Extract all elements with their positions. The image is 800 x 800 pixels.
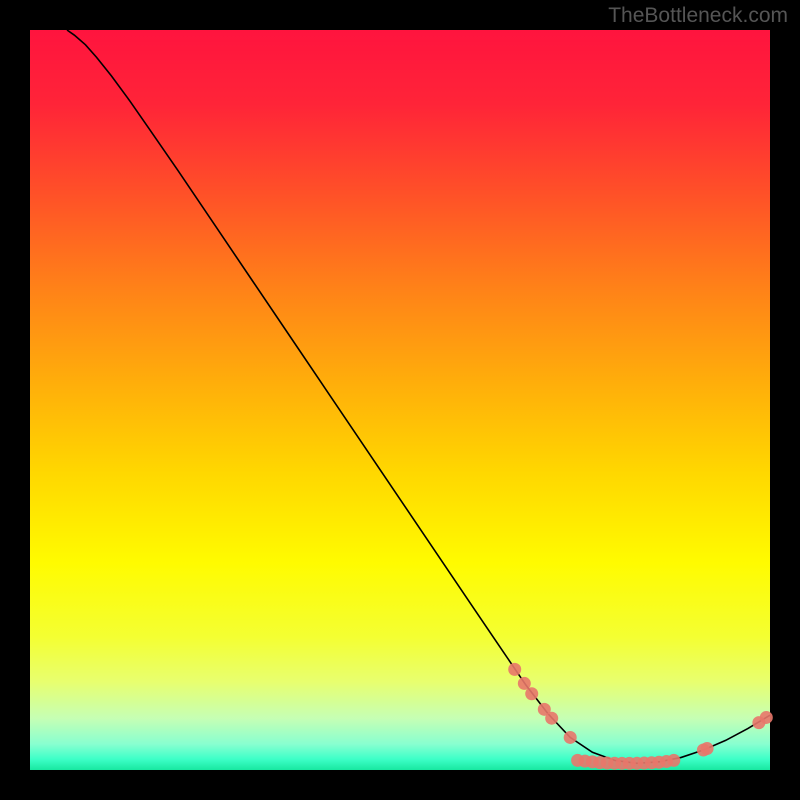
- data-marker: [525, 687, 538, 700]
- data-marker: [760, 711, 773, 724]
- chart-container: TheBottleneck.com: [0, 0, 800, 800]
- data-marker: [701, 742, 714, 755]
- chart-svg: [0, 0, 800, 800]
- data-marker: [508, 663, 521, 676]
- data-marker: [545, 712, 558, 725]
- data-marker: [667, 754, 680, 767]
- plot-background: [30, 30, 770, 770]
- data-marker: [564, 731, 577, 744]
- watermark-text: TheBottleneck.com: [608, 4, 788, 28]
